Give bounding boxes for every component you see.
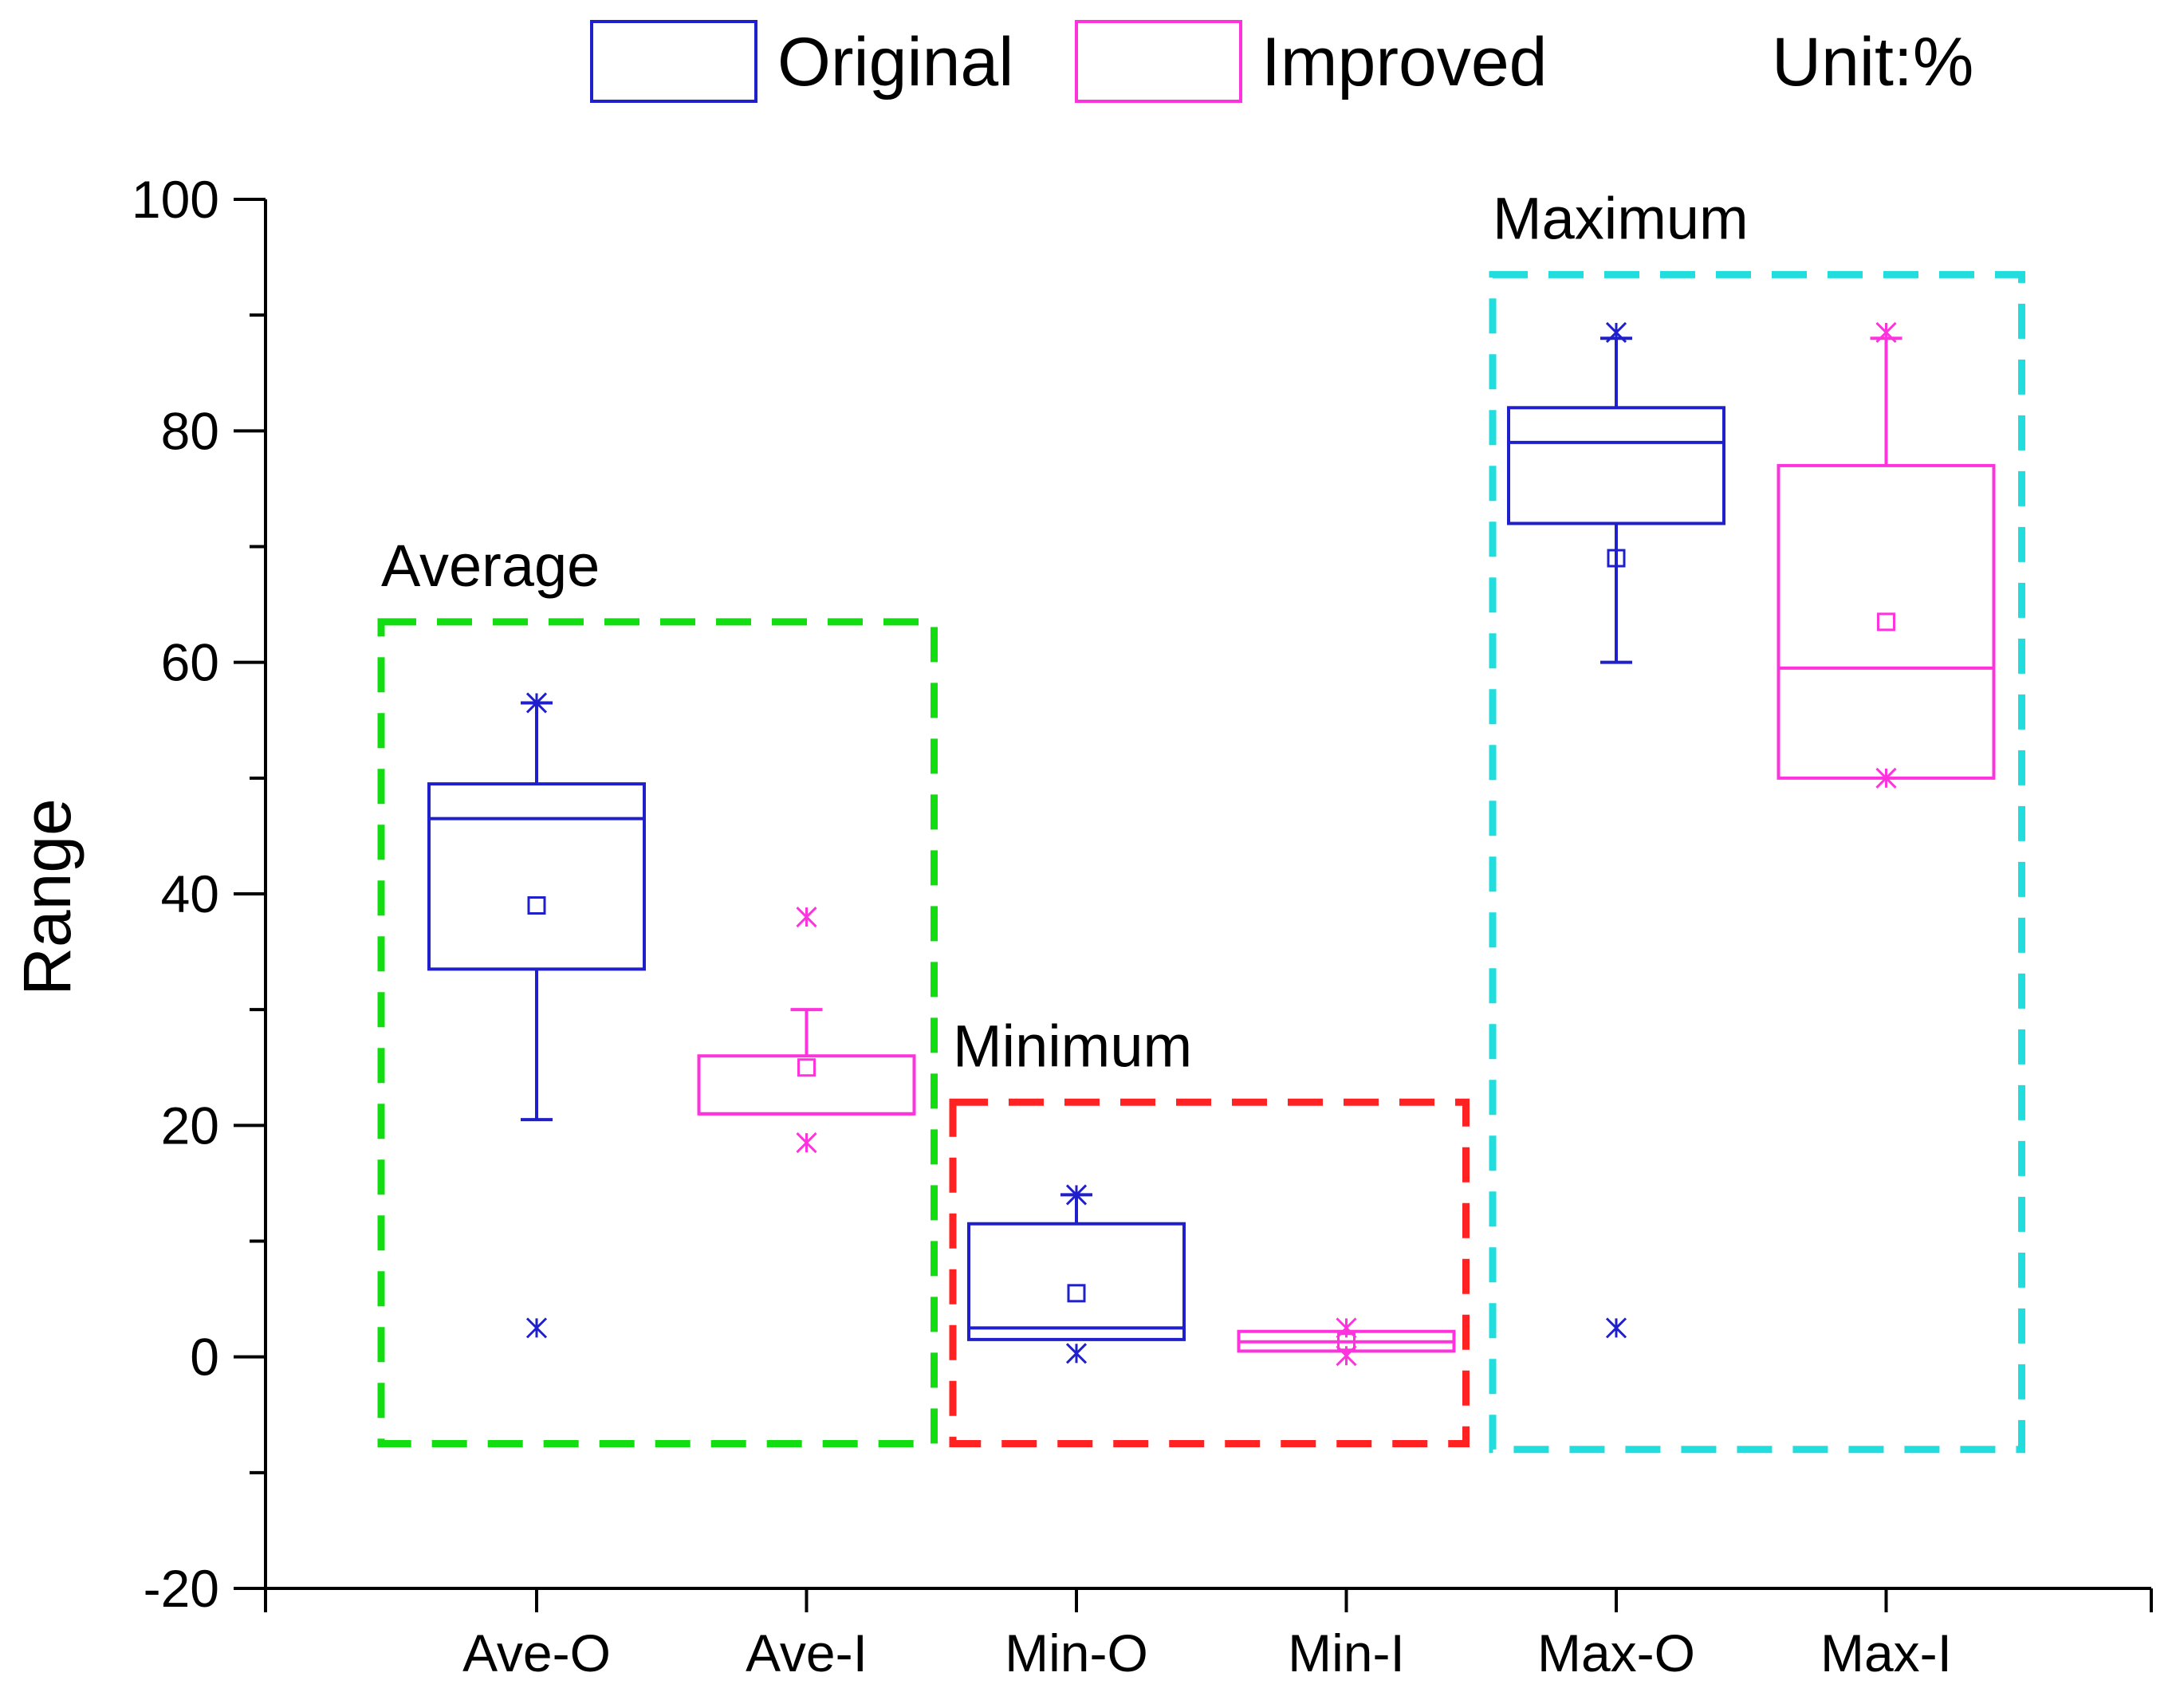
x-tick-label: Ave-O [462,1623,611,1682]
y-tick-label: 100 [132,170,219,229]
extreme-marker [525,692,548,714]
region-label-average: Average [381,533,600,599]
legend-improved-label: Improved [1261,24,1548,100]
extreme-marker [796,1132,817,1154]
unit-label: Unit:% [1772,24,1973,100]
box-ave-i [697,906,916,1154]
y-axis-title: Range [10,798,85,996]
y-tick-label: 40 [161,864,219,923]
y-tick-label: 0 [190,1328,219,1387]
y-tick-label: 60 [161,633,219,692]
y-tick-label: 20 [161,1096,219,1155]
iqr-box [1507,406,1725,525]
iqr-box [967,1222,1186,1341]
mean-marker [1877,612,1895,632]
y-tick-label: -20 [144,1559,219,1618]
legend-original-swatch [590,20,757,103]
y-ticks: -20 0 20 40 60 80 100 [132,170,266,1618]
extreme-marker [1875,767,1897,789]
iqr-box [697,1054,916,1116]
region-maximum [1489,270,2025,1454]
legend: Original Improved Unit:% [590,20,1973,103]
mean-marker [1067,1284,1086,1303]
box-max-o [1507,321,1725,1339]
region-minimum [949,1098,1470,1448]
extreme-marker [1875,321,1897,344]
x-tick-label: Min-I [1288,1623,1405,1682]
mean-marker [1607,549,1626,568]
group-regions: Average Minimum Maximum [377,185,2025,1454]
region-label-maximum: Maximum [1493,185,1749,251]
extreme-marker [1605,321,1627,344]
extreme-marker [1065,1184,1088,1206]
x-ticks: Ave-O Ave-I Min-O Min-I Max-O Max-I [264,1588,2153,1682]
extreme-marker [1336,1345,1357,1367]
region-label-minimum: Minimum [953,1013,1192,1079]
legend-improved-swatch [1075,20,1242,103]
x-tick-label: Min-O [1005,1623,1148,1682]
region-average [377,618,938,1448]
x-tick-label: Ave-I [746,1623,868,1682]
extreme-marker [525,1317,548,1339]
mean-marker [527,896,546,915]
extreme-marker [1336,1317,1357,1339]
iqr-box [1777,463,1996,780]
boxes [427,321,1996,1367]
iqr-box [427,782,646,971]
mean-marker [797,1058,816,1077]
y-tick-label: 80 [161,401,219,460]
box-min-o [967,1184,1186,1364]
extreme-marker [796,906,817,928]
box-min-i [1237,1317,1456,1367]
legend-original-label: Original [777,24,1013,100]
x-tick-label: Max-O [1537,1623,1695,1682]
box-max-i [1777,321,1996,789]
extreme-marker [1605,1317,1627,1339]
x-tick-label: Max-I [1820,1623,1952,1682]
box-ave-o [427,692,646,1339]
extreme-marker [1065,1343,1088,1364]
